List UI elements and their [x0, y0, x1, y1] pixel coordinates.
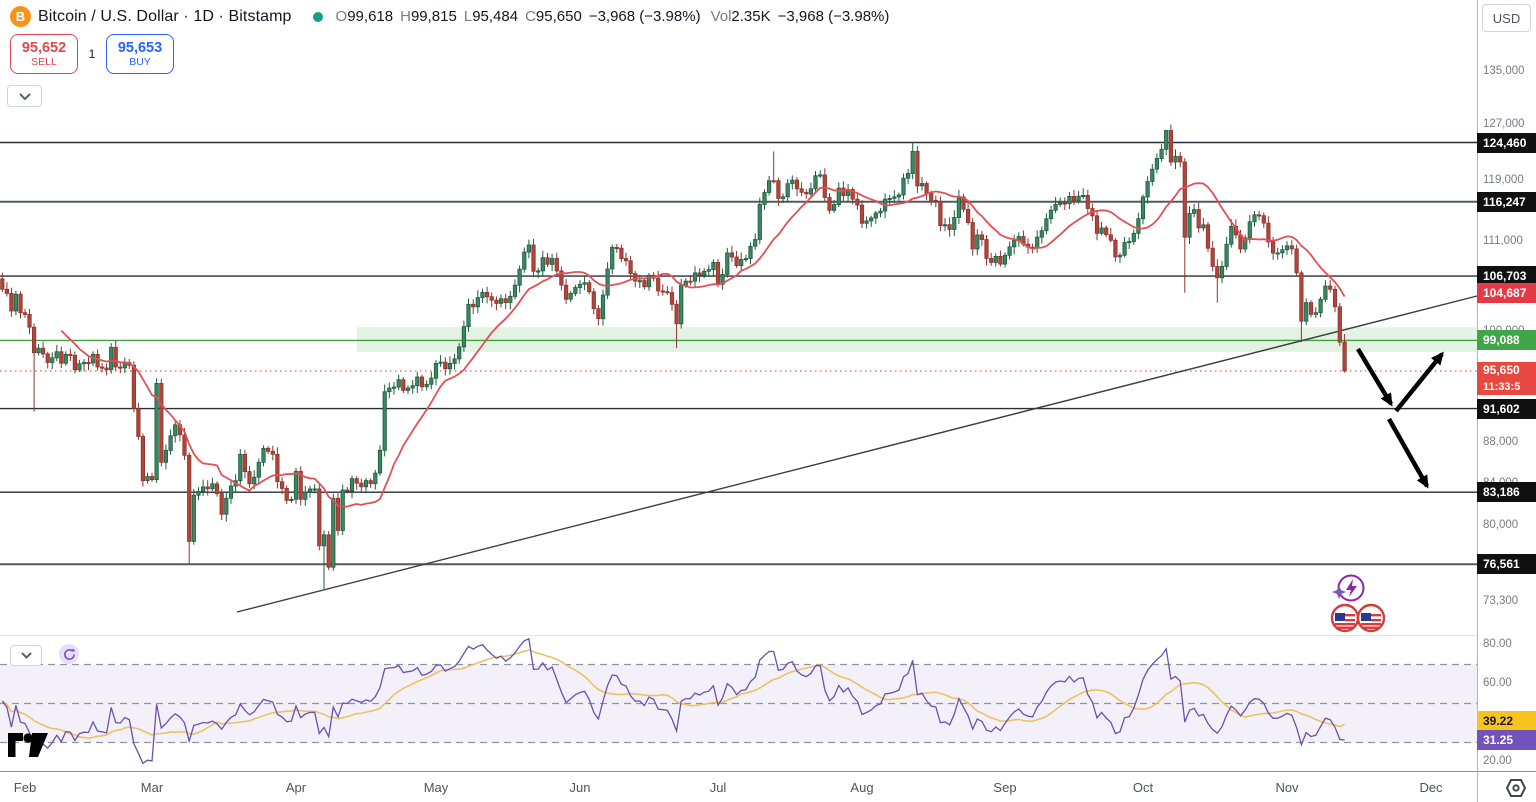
volume-value: 2.35K [731, 8, 771, 25]
buy-label: BUY [129, 56, 151, 69]
price-axis-label: 80,000 [1483, 519, 1519, 532]
change-value: −3,968 (−3.98%) [588, 8, 701, 25]
market-status-icon[interactable] [312, 11, 323, 22]
refresh-icon [63, 647, 75, 660]
time-axis-label: Oct [1132, 780, 1154, 795]
time-axis-label: Nov [1275, 780, 1299, 795]
price-axis-label: 60.00 [1483, 677, 1512, 689]
low-value: 95,484 [472, 8, 519, 25]
level-price-badge: 106,703 [1477, 266, 1536, 287]
price-axis-label: 73,300 [1483, 595, 1519, 607]
rsi-badge: 31.25 [1477, 730, 1536, 751]
time-axis-label: Jun [569, 780, 591, 795]
price-axis-label: 119,000 [1483, 174, 1524, 187]
up-arrow-drawing[interactable] [1394, 351, 1444, 413]
symbol-title[interactable]: Bitcoin / U.S. Dollar · 1D · Bitstamp [38, 7, 292, 25]
symbol-legend[interactable]: B Bitcoin / U.S. Dollar · 1D · Bitstamp … [10, 6, 899, 27]
currency-selector[interactable]: USD [1482, 4, 1531, 32]
close-label: C [525, 8, 536, 25]
level-price-badge: 76,561 [1477, 554, 1536, 575]
event-markers[interactable] [1329, 570, 1391, 636]
time-axis-label: Sep [993, 780, 1017, 795]
bitcoin-icon: B [10, 6, 31, 27]
level-price-badge: 83,186 [1477, 482, 1536, 503]
sell-price: 95,652 [21, 39, 67, 56]
time-axis-label: Dec [1419, 780, 1443, 795]
axis-settings-gear-icon[interactable] [1504, 777, 1528, 799]
close-value: 95,650 [535, 8, 582, 25]
sell-label: SELL [31, 56, 57, 69]
time-axis-label: Apr [285, 780, 307, 795]
ma-line [60, 182, 1346, 508]
level-price-badge: 116,247 [1477, 191, 1536, 212]
down-arrow-2-drawing[interactable] [1387, 417, 1429, 489]
rsi-line [1, 637, 1345, 765]
tradingview-logo[interactable] [8, 733, 48, 757]
last-price-badge: 95,650 11:33:5 [1477, 362, 1536, 396]
price-axis-label: 20.00 [1483, 755, 1512, 767]
chevron-down-icon [20, 652, 32, 659]
bar-countdown: 11:33:5 [1483, 381, 1521, 394]
price-axis-label: 111,000 [1483, 234, 1523, 247]
time-axis-label: Aug [850, 780, 874, 795]
price-axis-label: 88,000 [1483, 436, 1519, 449]
volume-label: Vol [710, 8, 732, 25]
low-label: L [463, 8, 473, 25]
buy-button[interactable]: 95,653 BUY [106, 34, 174, 74]
lightning-icon[interactable] [1332, 574, 1365, 602]
chevron-down-icon [18, 92, 31, 100]
open-value: 99,618 [347, 8, 394, 25]
collapse-legend-button[interactable] [7, 85, 42, 107]
time-axis-separator [0, 771, 1536, 772]
time-axis-label: May [423, 780, 449, 795]
time-axis-label: Jul [709, 780, 727, 795]
ma-price-badge: 104,687 [1477, 282, 1536, 303]
trendline-drawing[interactable] [236, 295, 1478, 613]
support-price-badge: 99,088 [1477, 330, 1536, 351]
rsi-ma-badge: 39.22 [1477, 711, 1536, 732]
price-axis-label: 127,000 [1483, 118, 1525, 130]
rsi-ma-line [1, 649, 1345, 740]
us-flag-icon[interactable] [1330, 603, 1360, 633]
us-flag-icon[interactable] [1356, 603, 1386, 633]
last-price-value: 95,650 [1483, 363, 1520, 378]
high-label: H [400, 8, 411, 25]
down-arrow-1-drawing[interactable] [1356, 347, 1393, 407]
collapse-indicator-button[interactable] [10, 645, 42, 666]
time-axis-label: Feb [13, 780, 37, 795]
level-price-badge: 124,460 [1477, 132, 1536, 153]
price-axis-label: 135,000 [1483, 65, 1525, 77]
spread-value: 1 [88, 47, 96, 61]
open-label: O [335, 8, 348, 25]
indicator-refresh-button[interactable] [59, 644, 79, 664]
trade-panel: 95,652 SELL 1 95,653 BUY [10, 34, 174, 74]
price-axis-label: 80.00 [1483, 638, 1512, 650]
pane-separator[interactable] [0, 635, 1477, 636]
buy-price: 95,653 [117, 39, 163, 56]
sell-button[interactable]: 95,652 SELL [10, 34, 78, 74]
volume-change-value: −3,968 (−3.98%) [777, 8, 890, 25]
level-price-badge: 91,602 [1477, 398, 1536, 419]
time-axis-label: Mar [140, 780, 164, 795]
support-zone [357, 327, 1477, 352]
high-value: 99,815 [410, 8, 457, 25]
